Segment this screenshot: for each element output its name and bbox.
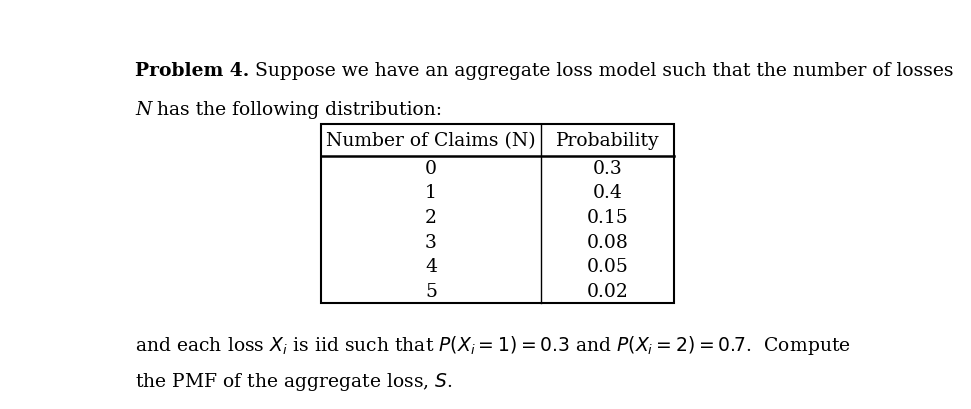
Text: 2: 2 bbox=[425, 209, 437, 227]
Text: and each loss $X_i$ is iid such that $P(X_i = 1) = 0.3$ and $P(X_i = 2) = 0.7$. : and each loss $X_i$ is iid such that $P(… bbox=[135, 333, 851, 356]
Text: 3: 3 bbox=[425, 233, 437, 251]
Text: Problem 4.: Problem 4. bbox=[135, 62, 250, 80]
Text: 0.08: 0.08 bbox=[586, 233, 629, 251]
Text: Probability: Probability bbox=[556, 131, 659, 149]
Text: 0.3: 0.3 bbox=[593, 160, 622, 178]
Bar bbox=[320, 125, 675, 303]
Text: Suppose we have an aggregate loss model such that the number of losses: Suppose we have an aggregate loss model … bbox=[250, 62, 954, 80]
Text: 0.05: 0.05 bbox=[586, 258, 629, 276]
Text: 5: 5 bbox=[425, 282, 437, 300]
Text: 0.02: 0.02 bbox=[586, 282, 629, 300]
Text: 0.4: 0.4 bbox=[593, 184, 622, 202]
Text: 4: 4 bbox=[425, 258, 437, 276]
Text: 1: 1 bbox=[425, 184, 437, 202]
Text: has the following distribution:: has the following distribution: bbox=[151, 101, 443, 119]
Text: 0.15: 0.15 bbox=[587, 209, 629, 227]
Text: 0: 0 bbox=[425, 160, 437, 178]
Text: the PMF of the aggregate loss, $S$.: the PMF of the aggregate loss, $S$. bbox=[135, 370, 452, 392]
Text: Number of Claims (N): Number of Claims (N) bbox=[326, 131, 536, 149]
Text: N: N bbox=[135, 101, 151, 119]
